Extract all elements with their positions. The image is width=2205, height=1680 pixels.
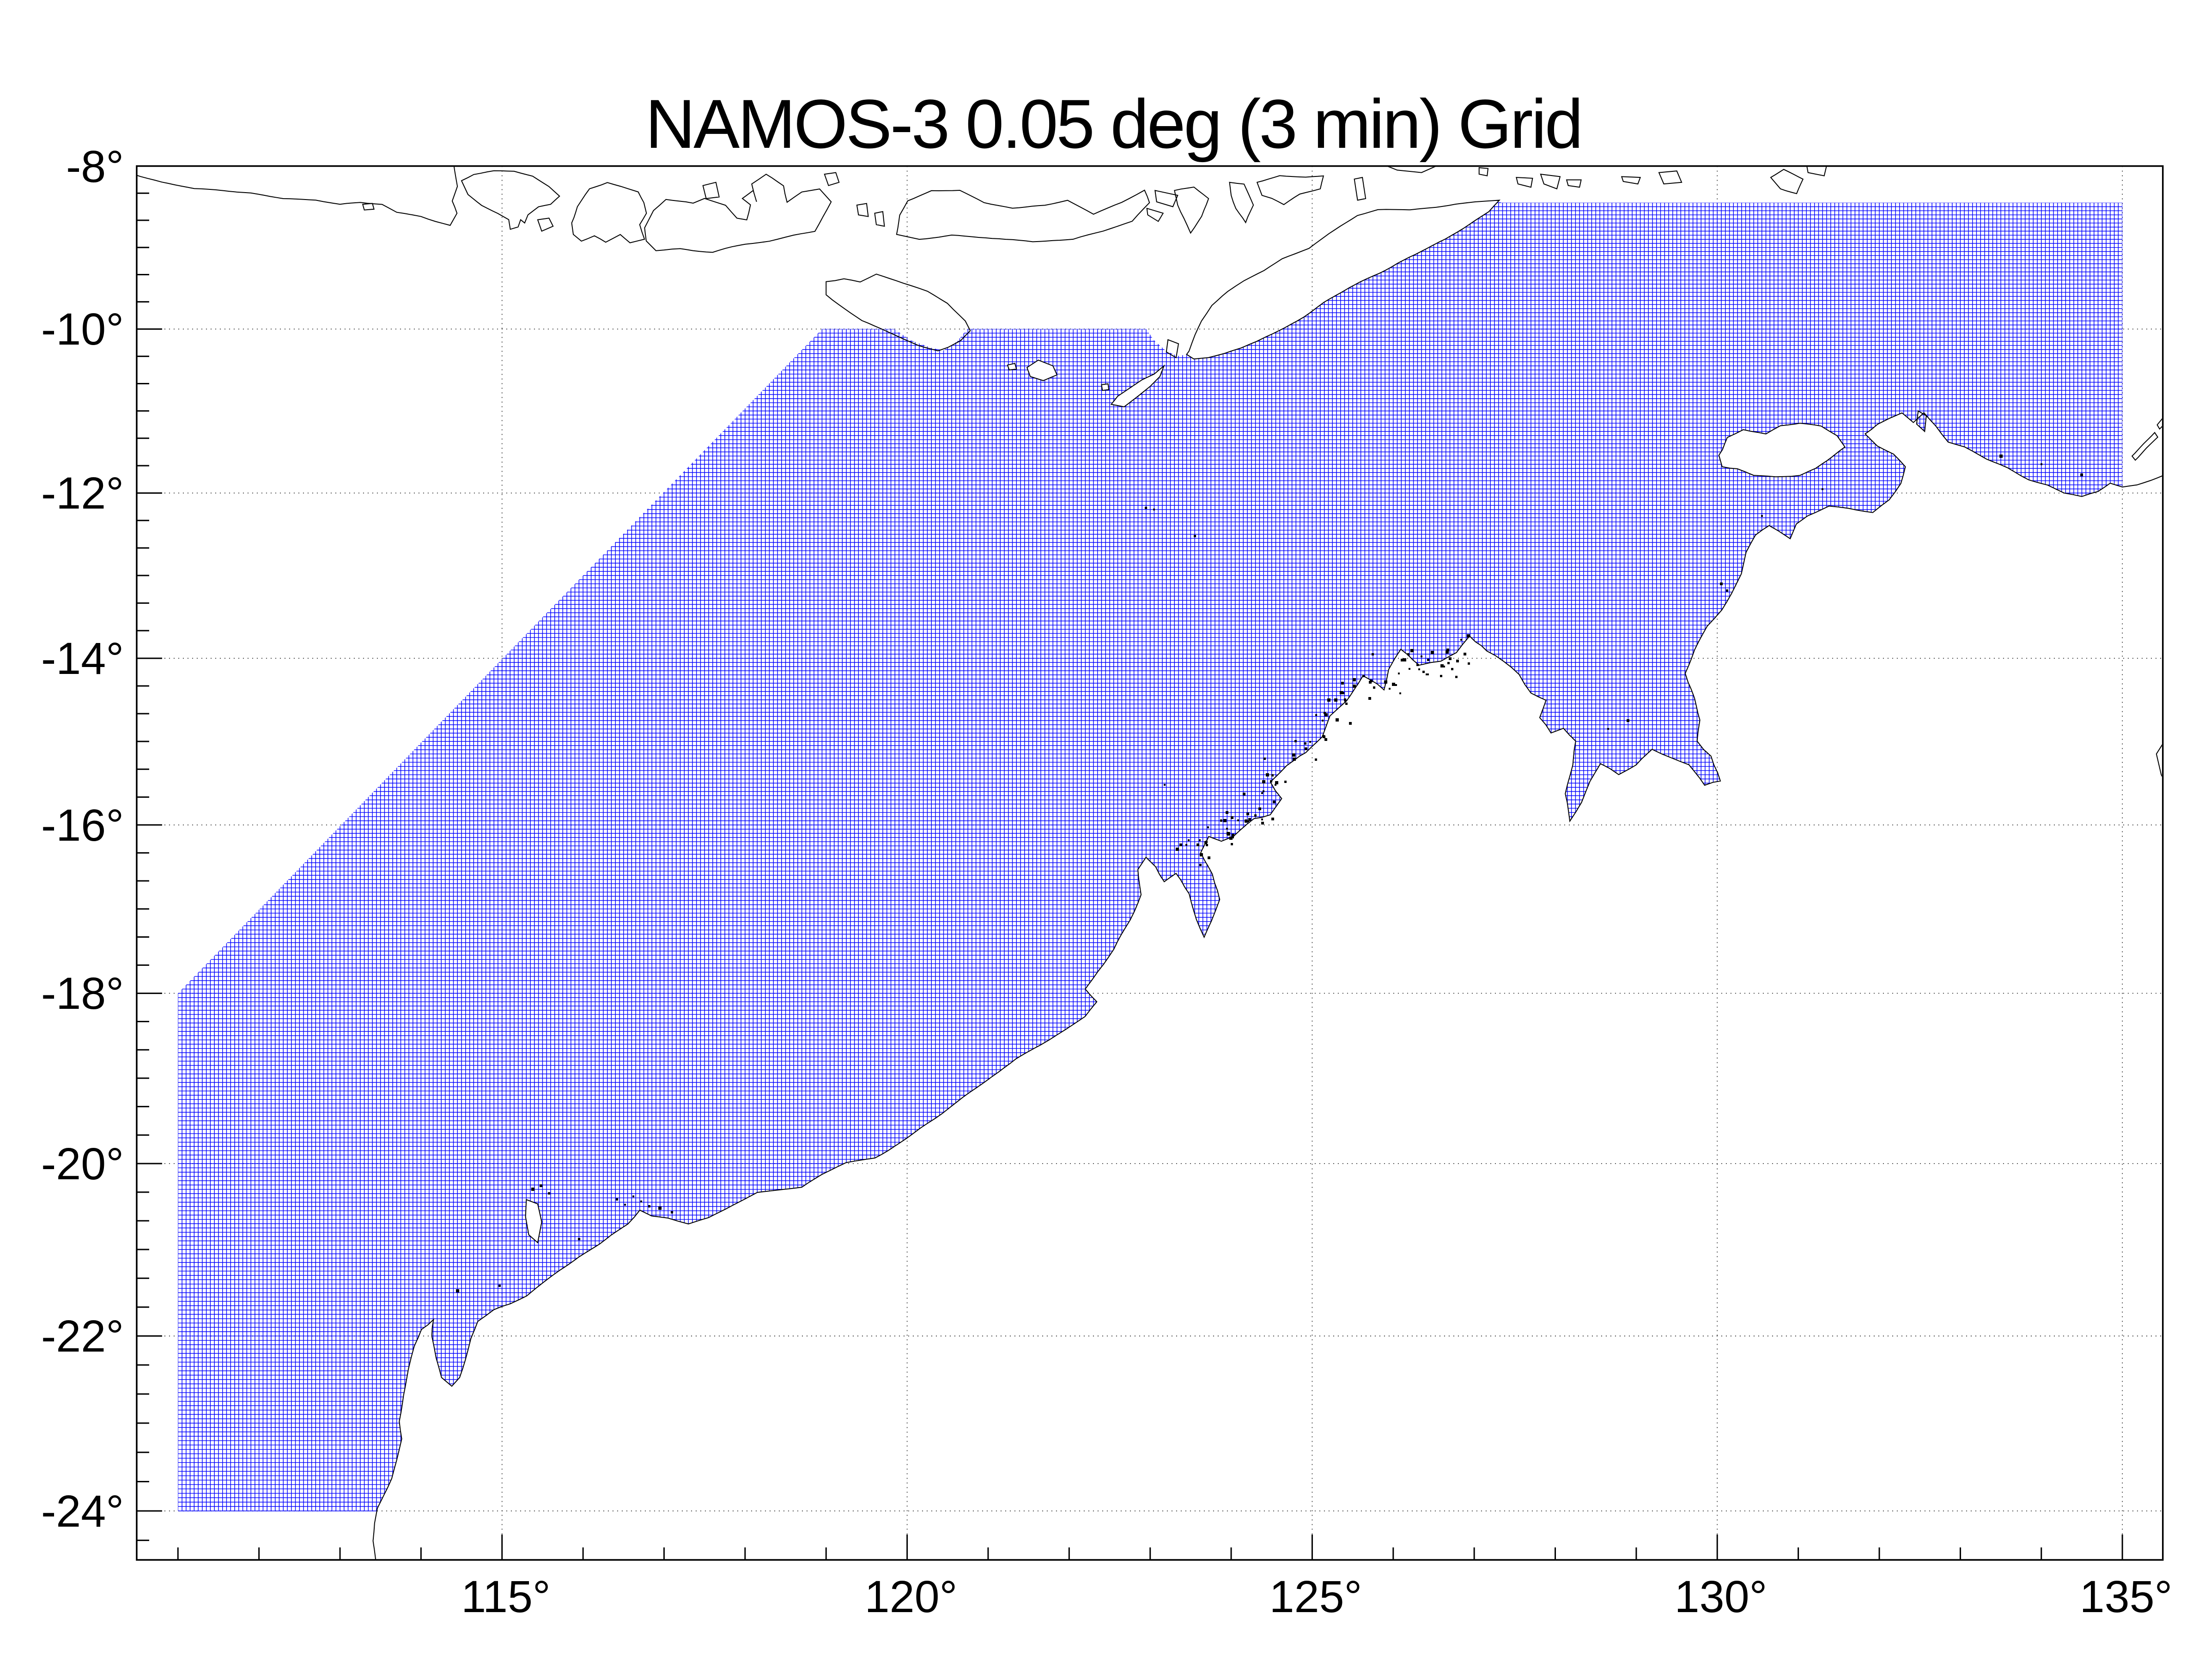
svg-text:-12°: -12°: [41, 468, 124, 518]
svg-text:-18°: -18°: [41, 968, 124, 1019]
svg-text:-14°: -14°: [41, 633, 124, 684]
svg-text:-16°: -16°: [41, 800, 124, 850]
svg-text:130°: 130°: [1675, 1571, 1768, 1622]
svg-text:115°: 115°: [461, 1571, 550, 1622]
svg-text:-24°: -24°: [41, 1486, 124, 1536]
svg-text:135°: 135°: [2080, 1571, 2173, 1622]
svg-text:NAMOS-3 0.05 deg (3 min) Grid: NAMOS-3 0.05 deg (3 min) Grid: [645, 85, 1581, 163]
svg-text:-22°: -22°: [41, 1311, 124, 1361]
svg-text:-10°: -10°: [41, 304, 124, 354]
svg-text:125°: 125°: [1270, 1571, 1362, 1622]
svg-text:-20°: -20°: [41, 1139, 124, 1189]
svg-text:-8°: -8°: [66, 141, 124, 192]
svg-text:120°: 120°: [865, 1571, 958, 1622]
